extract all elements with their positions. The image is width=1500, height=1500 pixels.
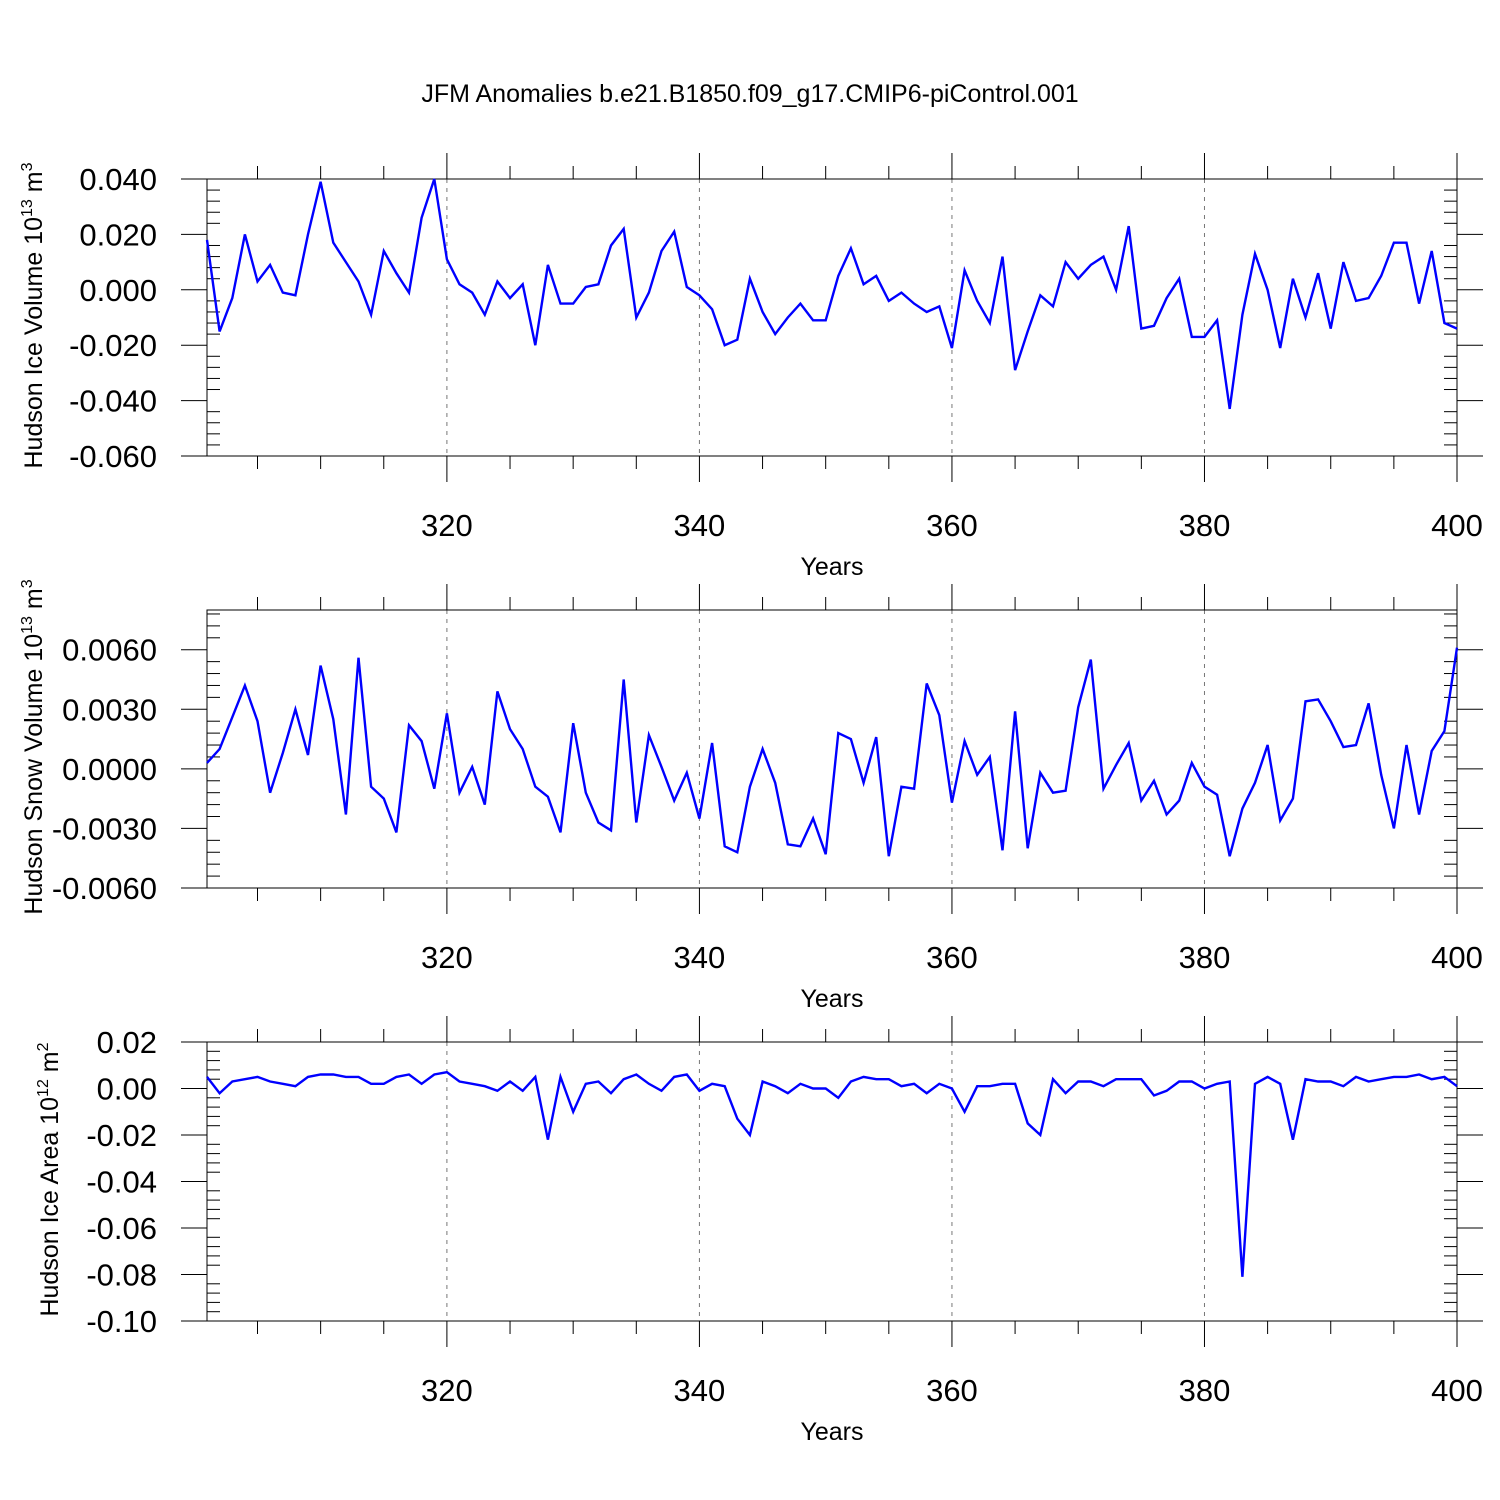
x-tick-label: 340 [674,1373,726,1408]
figure-title: JFM Anomalies b.e21.B1850.f09_g17.CMIP6-… [421,80,1079,108]
y-axis-label-part: 2 [35,1042,52,1051]
x-tick-label: 360 [926,508,978,543]
y-axis-label-part: Hudson Snow Volume 10 [20,634,48,915]
x-tick-label: 400 [1431,508,1483,543]
y-axis-label: Hudson Ice Volume 1013 m3 [19,162,48,468]
y-axis-label: Hudson Snow Volume 1013 m3 [19,579,48,914]
series-line [206,1070,1458,1277]
y-tick-label: 0.020 [79,217,157,252]
panel-3: -0.10 -0.08 -0.06 -0.04 -0.02 0.00 0.02 320 340 3… [35,1016,1483,1446]
y-tick-label: -0.08 [86,1258,157,1293]
y-tick-label: -0.040 [69,384,157,419]
y-tick-label: -0.0030 [52,811,157,846]
x-tick-label: 380 [1179,940,1231,975]
x-tick-label: 360 [926,1373,978,1408]
y-tick-label: 0.000 [79,273,157,308]
y-axis-label-part: 3 [19,162,36,171]
x-tick-label: 320 [421,508,473,543]
x-tick-label: 340 [674,508,726,543]
y-tick-label: 0.0030 [62,692,157,727]
x-tick-label: 320 [421,940,473,975]
plot-frame [206,1041,1458,1322]
x-tick-label: 380 [1179,508,1231,543]
y-tick-label: -0.020 [69,328,157,363]
y-axis-label-part: 12 [35,1079,52,1097]
y-axis-label-part: 3 [19,579,36,588]
x-tick-label: 320 [421,1373,473,1408]
y-axis-label-part: 13 [19,616,36,634]
y-tick-label: -0.10 [86,1304,157,1339]
x-tick-label: 380 [1179,1373,1231,1408]
y-axis-label-part: m [20,171,48,199]
y-tick-label: 0.0060 [62,633,157,668]
series-line [205,178,1458,410]
panel-2: -0.0060 -0.0030 0.0000 0.0030 0.0060 320 340 36… [19,579,1483,1013]
y-tick-label: 0.02 [97,1025,157,1060]
y-axis-label-part: Hudson Ice Volume 10 [20,217,48,469]
x-axis-label: Years [800,1418,863,1446]
y-axis-label-part: m [36,1051,64,1079]
x-tick-label: 360 [926,940,978,975]
y-axis-label: Hudson Ice Area 1012 m2 [35,1042,64,1316]
y-axis-label-part: 13 [19,199,36,217]
plot-frame [206,178,1458,457]
panel-1: -0.060 -0.040 -0.020 0.000 0.020 0.040 320 340 3… [19,153,1483,581]
series-line [206,647,1459,857]
plot-frame [206,609,1458,889]
y-tick-label: 0.00 [97,1072,157,1107]
y-tick-label: 0.040 [79,162,157,197]
y-tick-label: -0.0060 [52,871,157,906]
y-tick-label: -0.060 [69,439,157,474]
y-tick-label: -0.04 [86,1165,157,1200]
y-tick-label: -0.02 [86,1118,157,1153]
x-tick-label: 340 [674,940,726,975]
y-tick-label: -0.06 [86,1211,157,1246]
y-tick-label: 0.0000 [62,752,157,787]
y-axis-label-part: Hudson Ice Area 10 [36,1097,64,1317]
x-axis-label: Years [800,985,863,1013]
x-axis-label: Years [800,553,863,581]
x-tick-label: 400 [1431,1373,1483,1408]
y-axis-label-part: m [20,588,48,616]
x-tick-label: 400 [1431,940,1483,975]
